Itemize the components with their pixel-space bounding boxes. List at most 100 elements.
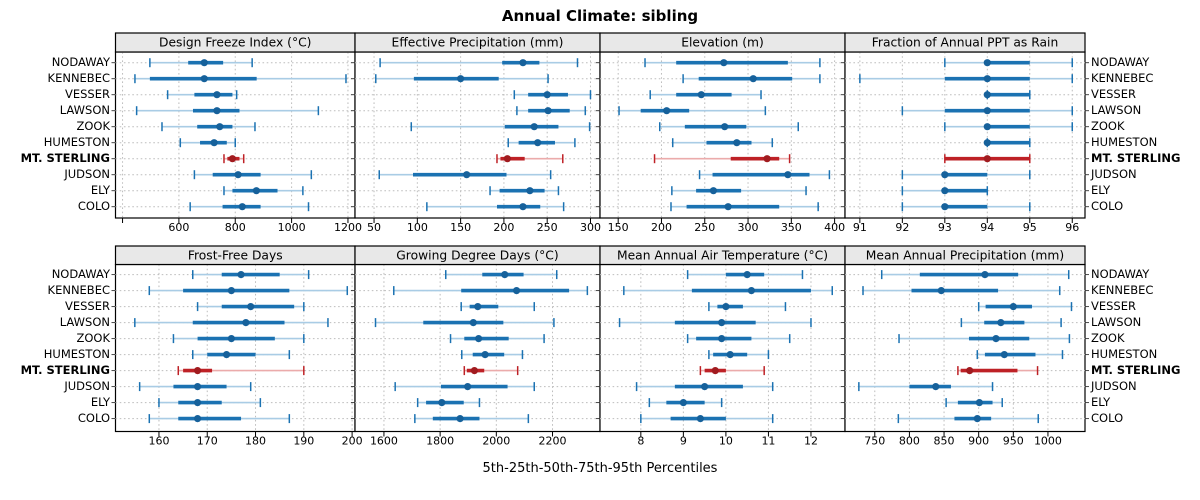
series [138, 382, 252, 392]
x-tick-label: 9 [680, 435, 687, 448]
x-tick-label: 50 [367, 221, 381, 234]
series [618, 106, 767, 116]
series [460, 302, 536, 312]
series [671, 186, 807, 196]
series [898, 334, 1071, 344]
site-label-left: LAWSON [60, 315, 110, 329]
x-tick-label: 1600 [370, 435, 398, 448]
series [393, 286, 589, 296]
site-label-right: HUMESTON [1091, 135, 1157, 149]
chart-caption: 5th-25th-50th-75th-95th Percentiles [482, 461, 718, 476]
site-label-left: MT. STERLING [21, 151, 110, 165]
series [516, 106, 587, 116]
series [708, 302, 787, 312]
series [623, 286, 833, 296]
x-tick-label: 250 [537, 221, 558, 234]
site-label-left: VESSER [65, 87, 110, 101]
panel: 8 9 10 11 12 Mean Annual Air Temperature (°C) [596, 245, 849, 448]
x-tick-label: 180 [245, 435, 266, 448]
series-highlight [177, 366, 305, 376]
site-label-right: ZOOK [1091, 331, 1125, 345]
site-label-right: ELY [1091, 395, 1111, 409]
series [708, 350, 770, 360]
site-label-left: JUDSON [63, 379, 110, 393]
series-highlight [463, 366, 519, 376]
panel-strip-title: Design Freeze Index (°C) [159, 36, 311, 50]
series [378, 170, 552, 180]
site-label-right: LAWSON [1091, 315, 1141, 329]
x-tick-label: 1200 [334, 221, 362, 234]
series [394, 382, 536, 392]
site-label-left: HUMESTON [44, 347, 110, 361]
series [671, 138, 774, 148]
x-tick-label: 300 [580, 221, 601, 234]
series [901, 170, 1031, 180]
panel: 150 200 250 300 350 400 Elevation (m) [596, 32, 849, 234]
series-highlight [957, 366, 1039, 376]
x-tick-label: 91 [853, 221, 867, 234]
series [513, 90, 592, 100]
panel-strip-title: Growing Degree Days (°C) [396, 248, 558, 262]
site-label-right: JUDSON [1090, 379, 1137, 393]
x-tick-label: 200 [342, 435, 363, 448]
site-label-right: KENNEBEC [1091, 71, 1153, 85]
series [686, 334, 791, 344]
x-tick-label: 92 [895, 221, 909, 234]
x-tick-label: 190 [293, 435, 314, 448]
series [960, 318, 1062, 328]
panel: 1600 1800 2000 2200 Growing Degree Days (°C) [351, 245, 604, 448]
panel: 50 100 150 200 250 300 Effective Precipitation… [351, 32, 604, 234]
site-label-right: COLO [1091, 411, 1123, 425]
x-tick-label: 850 [934, 435, 955, 448]
site-label-right: VESSER [1091, 299, 1136, 313]
series [461, 350, 524, 360]
series [172, 334, 305, 344]
series [901, 186, 989, 196]
series [374, 318, 555, 328]
series [682, 74, 821, 84]
series [379, 58, 579, 68]
series [640, 414, 774, 424]
site-label-right: NODAWAY [1091, 55, 1150, 69]
site-label-right: VESSER [1091, 87, 1136, 101]
series-highlight [944, 154, 1031, 164]
series [686, 270, 804, 280]
site-label-right: NODAWAY [1091, 267, 1150, 281]
series [416, 398, 481, 408]
x-tick-label: 12 [804, 435, 818, 448]
panel: 160 170 180 190 200 Frost-Free Days [111, 245, 363, 448]
site-label-left: ZOOK [76, 331, 110, 345]
x-tick-label: 11 [761, 435, 775, 448]
series [944, 58, 1074, 68]
series [158, 398, 262, 408]
site-label-right: HUMESTON [1091, 347, 1157, 361]
panel: 91 92 93 94 95 96 Fraction of Annual PPT as Ra… [841, 32, 1089, 234]
x-tick-label: 300 [738, 221, 759, 234]
site-label-right: LAWSON [1091, 103, 1141, 117]
site-label-left: HUMESTON [44, 135, 110, 149]
series [449, 334, 545, 344]
panel-strip-title: Frost-Free Days [188, 248, 283, 262]
series-highlight [653, 154, 791, 164]
panel: 600 800 1000 1200 Design Freeze Index (°C) [111, 32, 362, 234]
x-tick-label: 1000 [1034, 435, 1062, 448]
series [148, 286, 349, 296]
panel-strip-title: Elevation (m) [681, 36, 764, 50]
site-label-left: COLO [78, 411, 110, 425]
x-tick-label: 93 [938, 221, 952, 234]
series-highlight [223, 154, 245, 164]
site-label-left: JUDSON [63, 167, 110, 181]
x-tick-label: 2000 [482, 435, 510, 448]
site-label-right: COLO [1091, 199, 1123, 213]
series [189, 202, 310, 212]
site-label-left: ELY [91, 395, 111, 409]
x-tick-label: 800 [899, 435, 920, 448]
site-label-right: JUDSON [1090, 167, 1137, 181]
series [426, 202, 565, 212]
series [901, 106, 1074, 116]
site-label-left: LAWSON [60, 103, 110, 117]
x-tick-label: 95 [1023, 221, 1037, 234]
site-label-left: COLO [78, 199, 110, 213]
